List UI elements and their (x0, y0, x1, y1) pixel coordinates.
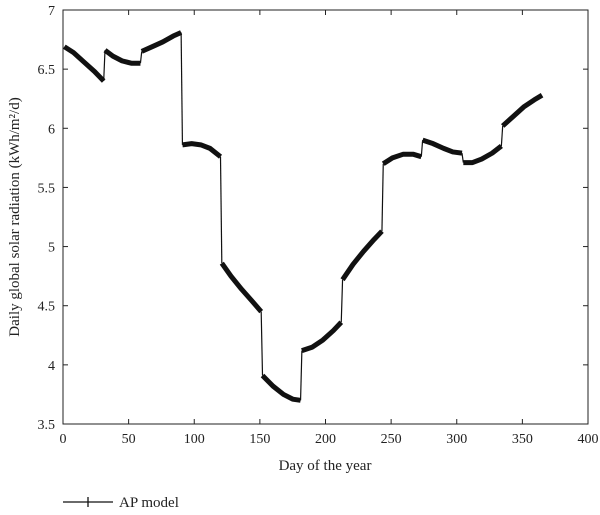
series-line-segment (340, 229, 384, 282)
series-jump (260, 311, 264, 376)
series-line-segment (103, 48, 141, 66)
y-axis-title: Daily global solar radiation (kWh/m²/d) (7, 97, 23, 336)
y-tick-label: 4 (48, 359, 55, 374)
series-jump (461, 153, 464, 163)
series-jump (139, 51, 143, 64)
series-jump (420, 140, 424, 157)
series-jump (180, 32, 184, 145)
series-jump (103, 50, 106, 81)
series-jump (381, 163, 384, 232)
x-tick-label: 150 (249, 432, 270, 447)
y-tick-label: 4.5 (38, 300, 56, 315)
series-jump (340, 279, 344, 323)
series-layer (62, 30, 544, 403)
y-tick-label: 5 (48, 241, 55, 256)
series-line-segment (463, 144, 503, 166)
y-tick-label: 6.5 (38, 63, 56, 78)
series-line-segment (182, 141, 223, 159)
x-tick-label: 100 (184, 432, 205, 447)
series-jump (500, 125, 504, 147)
y-axis: 3.5 4 4.5 5 5.5 6 6.5 7 (38, 4, 588, 433)
x-tick-label: 350 (512, 432, 533, 447)
x-tick-label: 250 (381, 432, 402, 447)
series-jump (219, 156, 223, 264)
series-line-segment (62, 44, 106, 83)
series-line-segment (301, 320, 344, 354)
x-tick-label: 50 (122, 432, 136, 447)
x-tick-label: 0 (60, 432, 67, 447)
y-tick-label: 5.5 (38, 181, 56, 196)
x-tick-label: 400 (578, 432, 599, 447)
series-line-segment (260, 373, 301, 403)
series-line-segment (501, 93, 544, 128)
y-tick-label: 6 (48, 122, 55, 137)
series-line-segment (381, 151, 423, 166)
x-tick-label: 300 (446, 432, 467, 447)
y-tick-label: 3.5 (38, 418, 56, 433)
series-line-segment (219, 261, 264, 314)
x-axis-title: Day of the year (279, 458, 372, 474)
series-line-segment (421, 137, 463, 156)
legend-label: AP model (119, 495, 179, 511)
x-axis: 0 50 100 150 200 250 300 350 400 (60, 10, 599, 447)
legend: AP model (63, 495, 179, 511)
series-jump (299, 350, 303, 401)
y-tick-label: 7 (48, 4, 55, 19)
x-tick-label: 200 (315, 432, 336, 447)
plot-frame (62, 9, 589, 425)
series-line-segment (140, 30, 183, 54)
